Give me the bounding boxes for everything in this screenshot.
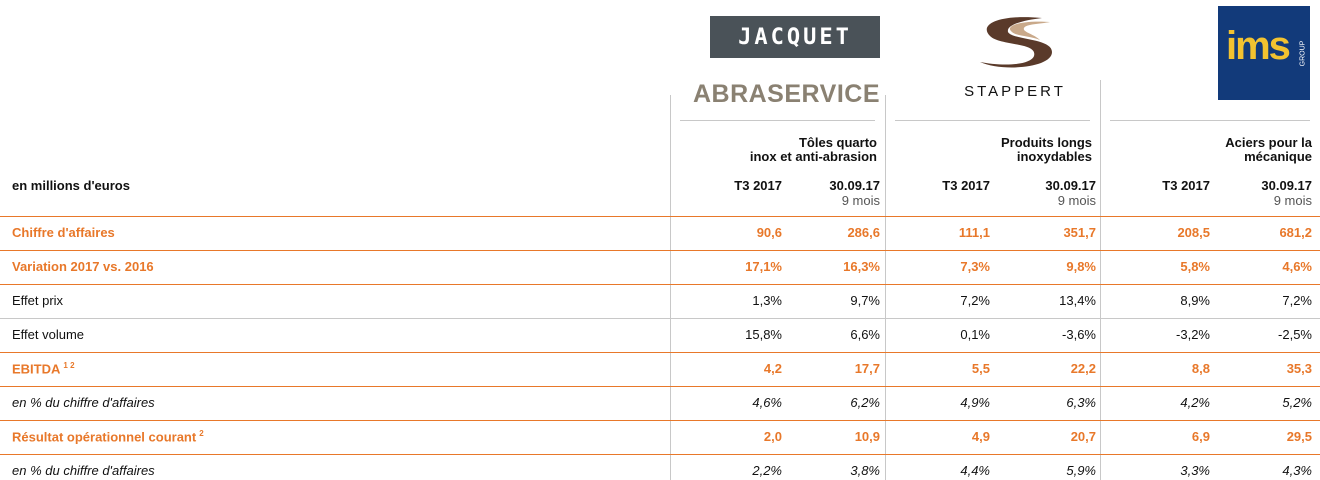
group-title: Aciers pour la: [1225, 135, 1312, 150]
cell-value: 5,5: [971, 361, 990, 376]
row-line: [0, 216, 1320, 217]
cell-value: 7,2%: [1282, 293, 1312, 308]
ims-text: ims: [1226, 24, 1291, 68]
cell-value: 10,9: [854, 429, 880, 444]
header-line: [1110, 120, 1310, 121]
group-title: Produits longs: [1001, 135, 1092, 150]
cell-value: 1,3%: [752, 293, 782, 308]
row-line: [0, 420, 1320, 421]
row-label: Effet volume: [12, 327, 85, 342]
cell-value: 4,3%: [1282, 463, 1312, 478]
cell-value: 208,5: [1177, 225, 1210, 240]
cell-value: 9,7%: [850, 293, 880, 308]
unit-label: en millions d'euros: [12, 178, 130, 193]
row-label: Effet prix: [12, 293, 64, 308]
row-label: Résultat opérationnel courant 2: [12, 429, 204, 445]
column-label: 30.09.17: [1045, 178, 1096, 193]
cell-value: 16,3%: [843, 259, 880, 274]
cell-value: 4,9: [971, 429, 990, 444]
cell-value: -3,6%: [1062, 327, 1096, 342]
column-label: 30.09.17: [1261, 178, 1312, 193]
group-title: Tôles quarto: [798, 135, 877, 150]
cell-value: 6,2%: [850, 395, 880, 410]
column-label: T3 2017: [734, 178, 782, 193]
cell-value: 681,2: [1279, 225, 1312, 240]
footnote-ref: 1 2: [63, 361, 75, 370]
column-divider: [1100, 80, 1101, 480]
row-label: EBITDA 1 2: [12, 361, 75, 377]
row-line: [0, 454, 1320, 455]
cell-value: 22,2: [1070, 361, 1096, 376]
column-sub: 9 mois: [841, 193, 880, 208]
cell-value: 0,1%: [960, 327, 990, 342]
cell-value: 5,2%: [1282, 395, 1312, 410]
cell-value: 6,3%: [1066, 395, 1096, 410]
stappert-text: STAPPERT: [964, 83, 1066, 100]
cell-value: 2,0: [763, 429, 782, 444]
row-label: en % du chiffre d'affaires: [12, 395, 155, 410]
cell-value: 15,8%: [745, 327, 782, 342]
ims-group: GROUP: [1299, 40, 1307, 67]
cell-value: 6,6%: [850, 327, 880, 342]
cell-value: 29,5: [1286, 429, 1312, 444]
column-label: 30.09.17: [829, 178, 880, 193]
row-line: [0, 386, 1320, 387]
column-sub: 9 mois: [1273, 193, 1312, 208]
column-sub: 9 mois: [1057, 193, 1096, 208]
cell-value: 111,1: [958, 225, 990, 240]
cell-value: 2,2%: [752, 463, 782, 478]
abraservice-text: ABRASERVICE: [692, 80, 880, 108]
row-label: Chiffre d'affaires: [12, 225, 115, 240]
ims-logo: [1218, 6, 1310, 100]
stappert-symbol: [980, 17, 1052, 68]
jacquet-logo: [710, 16, 880, 58]
cell-value: 9,8%: [1066, 259, 1096, 274]
cell-value: 90,6: [756, 225, 782, 240]
cell-value: 3,3%: [1180, 463, 1210, 478]
cell-value: 351,7: [1063, 225, 1096, 240]
cell-value: 286,6: [847, 225, 880, 240]
column-label: T3 2017: [942, 178, 990, 193]
cell-value: 17,7: [854, 361, 880, 376]
cell-value: 4,9%: [960, 395, 990, 410]
column-divider: [885, 95, 886, 480]
group-title: mécanique: [1244, 149, 1312, 164]
row-label: en % du chiffre d'affaires: [12, 463, 155, 478]
cell-value: 3,8%: [850, 463, 880, 478]
cell-value: 20,7: [1070, 429, 1096, 444]
cell-value: 4,2%: [1180, 395, 1210, 410]
cell-value: 4,6%: [1282, 259, 1312, 274]
row-label: Variation 2017 vs. 2016: [12, 259, 154, 274]
cell-value: 7,2%: [960, 293, 990, 308]
cell-value: 5,9%: [1066, 463, 1096, 478]
header-line: [680, 120, 875, 121]
cell-value: 17,1%: [745, 259, 782, 274]
cell-value: 13,4%: [1059, 293, 1096, 308]
column-divider: [670, 95, 671, 480]
cell-value: -3,2%: [1176, 327, 1210, 342]
cell-value: 4,6%: [752, 395, 782, 410]
row-line: [0, 284, 1320, 285]
cell-value: -2,5%: [1278, 327, 1312, 342]
cell-value: 4,4%: [960, 463, 990, 478]
cell-value: 6,9: [1191, 429, 1210, 444]
column-label: T3 2017: [1162, 178, 1210, 193]
jacquet-text: JACQUET: [738, 25, 852, 50]
cell-value: 5,8%: [1180, 259, 1210, 274]
cell-value: 7,3%: [960, 259, 990, 274]
group-title: inoxydables: [1016, 149, 1092, 164]
header-line: [895, 120, 1090, 121]
cell-value: 8,9%: [1180, 293, 1210, 308]
footnote-ref: 2: [199, 429, 204, 438]
cell-value: 35,3: [1286, 361, 1312, 376]
cell-value: 8,8: [1191, 361, 1210, 376]
row-line: [0, 250, 1320, 251]
cell-value: 4,2: [763, 361, 782, 376]
group-title: inox et anti-abrasion: [749, 149, 877, 164]
row-line: [0, 352, 1320, 353]
row-line: [0, 318, 1320, 319]
